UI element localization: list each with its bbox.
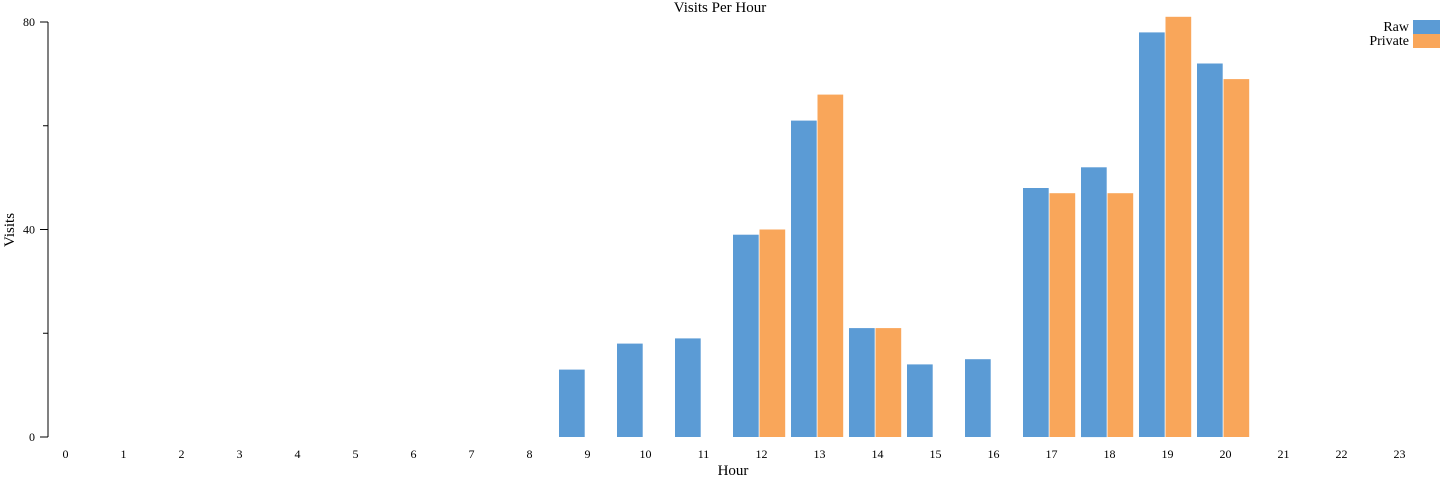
x-tick-label: 18: [1104, 447, 1116, 461]
x-tick-label: 10: [640, 447, 652, 461]
bar-raw-hour-11: [675, 338, 701, 437]
x-tick-label: 19: [1162, 447, 1174, 461]
chart-title: Visits Per Hour: [674, 0, 766, 16]
bar-private-hour-14: [875, 328, 902, 437]
x-tick-label: 3: [237, 447, 243, 461]
x-axis-label: Hour: [718, 463, 749, 479]
x-tick-labels: 0 1 2 3 4 5 6 7 8 9 10 11 12 13 14 15 16 17 18 19 20 21 22 23: [63, 447, 1406, 461]
x-tick-label: 1: [121, 447, 127, 461]
bar-raw-hour-20: [1197, 63, 1223, 437]
x-tick-label: 0: [63, 447, 69, 461]
legend-swatch-private: [1413, 34, 1440, 48]
bar-private-hour-17: [1049, 193, 1076, 437]
y-tick-label: 40: [23, 223, 35, 237]
y-tick-label: 0: [29, 430, 35, 444]
y-tick-label: 80: [23, 15, 35, 29]
bar-raw-hour-17: [1023, 188, 1049, 437]
x-tick-label: 12: [756, 447, 768, 461]
bar-private-hour-19: [1165, 16, 1192, 438]
bar-raw-hour-19: [1139, 32, 1165, 438]
bar-private-hour-18: [1107, 193, 1134, 437]
bar-raw-hour-10: [617, 343, 643, 437]
x-tick-label: 15: [930, 447, 942, 461]
bar-raw-hour-13: [791, 120, 817, 437]
x-tick-label: 16: [988, 447, 1000, 461]
x-tick-label: 21: [1278, 447, 1290, 461]
bar-raw-hour-9: [559, 369, 585, 437]
bars: [559, 16, 1250, 438]
bar-raw-hour-16: [965, 359, 991, 437]
x-tick-label: 4: [295, 447, 301, 461]
bar-private-hour-13: [817, 94, 844, 437]
x-tick-label: 9: [585, 447, 591, 461]
legend-label-raw: Raw: [1383, 20, 1410, 35]
x-tick-label: 8: [527, 447, 533, 461]
x-tick-label: 17: [1046, 447, 1058, 461]
x-tick-label: 22: [1336, 447, 1348, 461]
bar-raw-hour-12: [733, 234, 759, 437]
legend-swatch-raw: [1413, 20, 1440, 34]
bar-private-hour-12: [759, 229, 786, 437]
x-tick-label: 14: [872, 447, 884, 461]
x-tick-label: 23: [1394, 447, 1406, 461]
x-tick-label: 2: [179, 447, 185, 461]
x-tick-label: 20: [1220, 447, 1232, 461]
x-tick-label: 11: [698, 447, 710, 461]
bar-raw-hour-14: [849, 328, 875, 437]
bar-private-hour-20: [1223, 79, 1250, 437]
y-axis: 0 40 80: [23, 15, 49, 444]
bar-raw-hour-15: [907, 364, 933, 437]
x-tick-label: 5: [353, 447, 359, 461]
bar-raw-hour-18: [1081, 167, 1107, 438]
x-tick-label: 13: [814, 447, 826, 461]
y-axis-label: Visits: [2, 213, 18, 247]
legend-label-private: Private: [1369, 34, 1409, 49]
x-tick-label: 6: [411, 447, 417, 461]
x-tick-label: 7: [469, 447, 475, 461]
